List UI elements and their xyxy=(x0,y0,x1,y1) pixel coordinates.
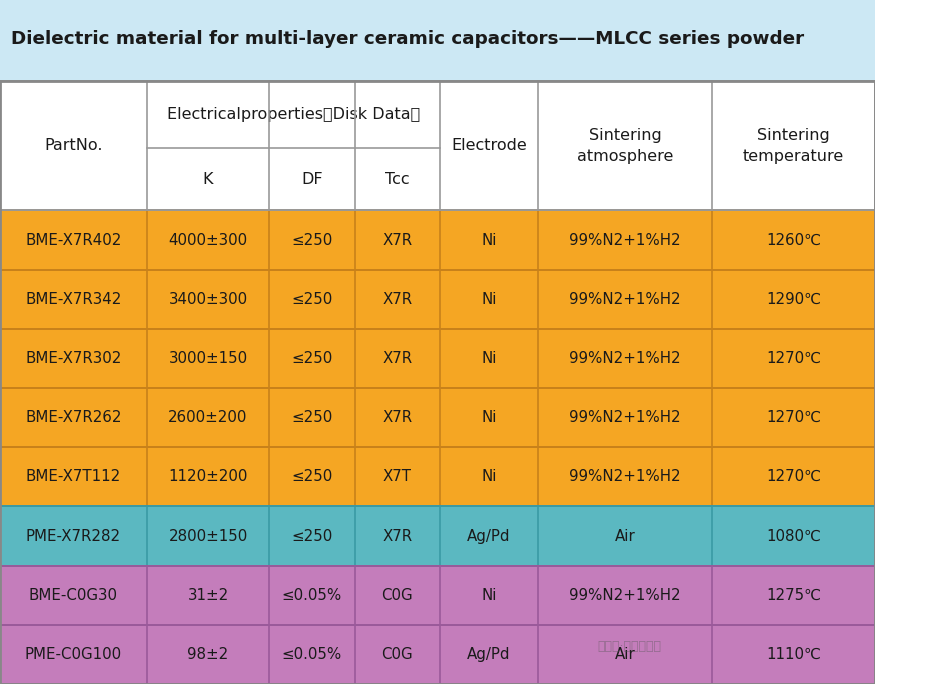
Text: ≤250: ≤250 xyxy=(291,291,332,306)
Text: 99%N2+1%H2: 99%N2+1%H2 xyxy=(568,233,680,248)
Text: PartNo.: PartNo. xyxy=(44,138,103,153)
Text: ≤250: ≤250 xyxy=(291,529,332,544)
Bar xyxy=(0,566,874,624)
Text: C0G: C0G xyxy=(381,647,413,662)
Bar xyxy=(0,81,874,684)
Text: BME-C0G30: BME-C0G30 xyxy=(29,588,118,603)
Text: 99%N2+1%H2: 99%N2+1%H2 xyxy=(568,351,680,366)
Bar xyxy=(0,211,874,269)
Text: 1290℃: 1290℃ xyxy=(766,291,820,306)
Text: PME-X7R282: PME-X7R282 xyxy=(25,529,121,544)
Text: 2800±150: 2800±150 xyxy=(168,529,247,544)
Text: ≤250: ≤250 xyxy=(291,351,332,366)
Bar xyxy=(0,211,874,269)
Text: X7R: X7R xyxy=(382,410,413,425)
Text: 1275℃: 1275℃ xyxy=(766,588,820,603)
Bar xyxy=(0,388,874,447)
Text: 公众号·艾邦陶瓷展: 公众号·艾邦陶瓷展 xyxy=(598,640,661,653)
Text: 99%N2+1%H2: 99%N2+1%H2 xyxy=(568,410,680,425)
Text: C0G: C0G xyxy=(381,588,413,603)
Text: X7R: X7R xyxy=(382,529,413,544)
Text: 1260℃: 1260℃ xyxy=(766,233,820,248)
Text: 99%N2+1%H2: 99%N2+1%H2 xyxy=(568,291,680,306)
Text: K: K xyxy=(203,172,213,187)
Text: 1110℃: 1110℃ xyxy=(766,647,820,662)
Bar xyxy=(0,447,874,506)
Bar xyxy=(0,506,874,566)
Text: Ni: Ni xyxy=(480,469,497,484)
Text: 31±2: 31±2 xyxy=(187,588,228,603)
Text: DF: DF xyxy=(301,172,323,187)
Text: 1270℃: 1270℃ xyxy=(766,469,820,484)
Text: 98±2: 98±2 xyxy=(187,647,228,662)
Text: Sintering
atmosphere: Sintering atmosphere xyxy=(576,127,672,163)
Text: Ag/Pd: Ag/Pd xyxy=(466,647,510,662)
Bar xyxy=(0,329,874,388)
Bar xyxy=(0,388,874,447)
Bar xyxy=(0,506,874,566)
Text: 1080℃: 1080℃ xyxy=(766,529,820,544)
Bar xyxy=(0,269,874,329)
Text: ≤250: ≤250 xyxy=(291,233,332,248)
Bar xyxy=(0,329,874,388)
Text: BME-X7R262: BME-X7R262 xyxy=(25,410,122,425)
Text: Dielectric material for multi-layer ceramic capacitors——MLCC series powder: Dielectric material for multi-layer cera… xyxy=(11,29,803,48)
Text: Electrode: Electrode xyxy=(450,138,526,153)
Text: BME-X7T112: BME-X7T112 xyxy=(25,469,121,484)
Text: 1120±200: 1120±200 xyxy=(168,469,247,484)
Text: ≤0.05%: ≤0.05% xyxy=(281,647,342,662)
Text: Ni: Ni xyxy=(480,233,497,248)
Text: BME-X7R302: BME-X7R302 xyxy=(25,351,122,366)
Text: ≤250: ≤250 xyxy=(291,469,332,484)
Text: Sintering
temperature: Sintering temperature xyxy=(742,127,843,163)
Text: Tcc: Tcc xyxy=(385,172,410,187)
Text: 99%N2+1%H2: 99%N2+1%H2 xyxy=(568,469,680,484)
Bar xyxy=(0,624,874,684)
Text: X7R: X7R xyxy=(382,291,413,306)
Text: Ag/Pd: Ag/Pd xyxy=(466,529,510,544)
Text: Ni: Ni xyxy=(480,410,497,425)
Bar xyxy=(0,81,874,211)
Text: X7T: X7T xyxy=(382,469,412,484)
Text: 2600±200: 2600±200 xyxy=(168,410,247,425)
Text: X7R: X7R xyxy=(382,351,413,366)
Text: 1270℃: 1270℃ xyxy=(766,351,820,366)
Text: 3000±150: 3000±150 xyxy=(168,351,247,366)
Text: 4000±300: 4000±300 xyxy=(168,233,247,248)
Text: Air: Air xyxy=(614,647,634,662)
Text: Ni: Ni xyxy=(480,588,497,603)
Bar xyxy=(0,81,874,211)
Bar xyxy=(0,269,874,329)
Text: 99%N2+1%H2: 99%N2+1%H2 xyxy=(568,588,680,603)
Text: Air: Air xyxy=(614,529,634,544)
Bar xyxy=(0,447,874,506)
Bar xyxy=(0,0,874,81)
Text: Ni: Ni xyxy=(480,351,497,366)
Bar xyxy=(0,624,874,684)
Text: X7R: X7R xyxy=(382,233,413,248)
Text: 3400±300: 3400±300 xyxy=(168,291,247,306)
Bar xyxy=(0,566,874,624)
Text: ≤250: ≤250 xyxy=(291,410,332,425)
Text: ≤0.05%: ≤0.05% xyxy=(281,588,342,603)
Text: BME-X7R342: BME-X7R342 xyxy=(25,291,122,306)
Text: Electricalproperties（Disk Data）: Electricalproperties（Disk Data） xyxy=(167,107,420,122)
Text: 1270℃: 1270℃ xyxy=(766,410,820,425)
Text: BME-X7R402: BME-X7R402 xyxy=(25,233,122,248)
Text: Ni: Ni xyxy=(480,291,497,306)
Text: PME-C0G100: PME-C0G100 xyxy=(25,647,122,662)
